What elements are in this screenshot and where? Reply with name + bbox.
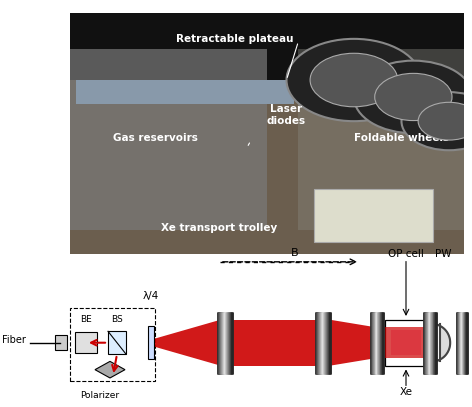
- Polygon shape: [331, 320, 375, 365]
- Polygon shape: [155, 320, 220, 365]
- Text: Retractable plateau: Retractable plateau: [176, 34, 294, 44]
- Polygon shape: [108, 331, 126, 354]
- Polygon shape: [233, 320, 320, 365]
- Text: Laser
diodes: Laser diodes: [267, 104, 306, 126]
- Circle shape: [354, 61, 472, 133]
- Text: BE: BE: [80, 315, 92, 324]
- Circle shape: [402, 92, 472, 150]
- Bar: [391, 330, 421, 355]
- Bar: [68, 48, 267, 230]
- Bar: [75, 333, 97, 353]
- Polygon shape: [438, 324, 450, 361]
- Polygon shape: [385, 327, 427, 358]
- Text: Xe transport trolley: Xe transport trolley: [161, 223, 277, 233]
- Text: Gas reservoirs: Gas reservoirs: [113, 133, 198, 143]
- Bar: [385, 320, 427, 365]
- Bar: [314, 189, 433, 242]
- Polygon shape: [95, 361, 125, 378]
- Circle shape: [287, 39, 421, 121]
- Bar: [464, 12, 465, 254]
- Bar: [298, 48, 465, 230]
- Bar: [148, 326, 154, 359]
- Text: Foldable wheels: Foldable wheels: [354, 133, 449, 143]
- Bar: [76, 80, 295, 104]
- Text: λ/4: λ/4: [143, 291, 159, 301]
- Text: BS: BS: [111, 315, 123, 324]
- Text: PW: PW: [435, 249, 451, 259]
- Text: Polarizer: Polarizer: [80, 392, 119, 400]
- Text: OP cell: OP cell: [388, 249, 424, 259]
- Text: B: B: [291, 248, 299, 258]
- Bar: [68, 12, 465, 80]
- Bar: [68, 12, 70, 254]
- Circle shape: [310, 53, 398, 107]
- Circle shape: [418, 102, 472, 140]
- Bar: [68, 12, 465, 13]
- Bar: [55, 335, 67, 350]
- Text: Fiber: Fiber: [2, 335, 26, 345]
- Text: Xe: Xe: [399, 387, 413, 397]
- Circle shape: [375, 73, 452, 120]
- Bar: [70, 309, 155, 381]
